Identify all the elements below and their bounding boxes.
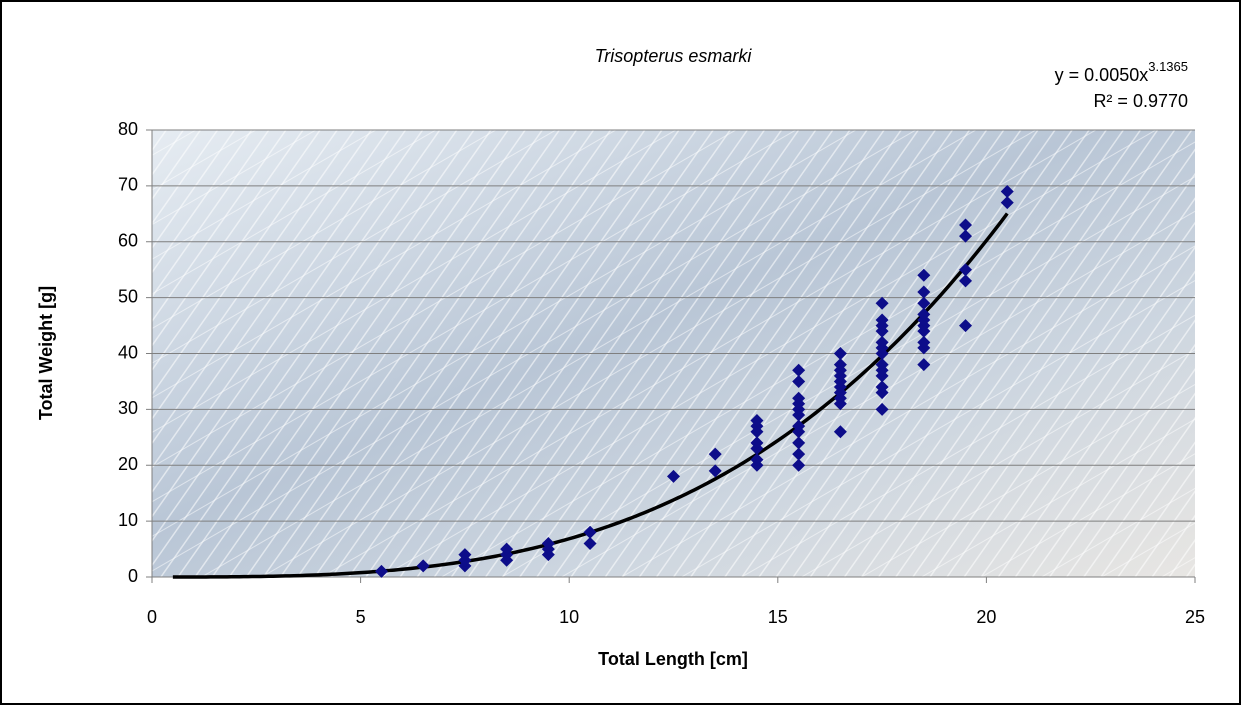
y-tick-label: 40 <box>118 342 138 362</box>
y-tick-label: 10 <box>118 510 138 530</box>
data-point <box>833 347 847 360</box>
data-point <box>875 313 889 327</box>
data-point <box>708 464 722 478</box>
y-tick-label: 80 <box>118 119 138 139</box>
data-point <box>833 425 847 439</box>
data-point <box>374 564 388 578</box>
data-point <box>583 536 597 550</box>
data-point <box>792 447 806 461</box>
data-point <box>792 458 806 472</box>
trendline-equation: y = 0.0050x3.1365 <box>1055 59 1188 84</box>
data-point <box>875 358 889 372</box>
y-tick-label: 0 <box>128 566 138 586</box>
x-tick-label: 25 <box>1185 607 1205 627</box>
data-point <box>917 296 931 310</box>
y-tick-label: 60 <box>118 231 138 251</box>
data-point <box>875 402 889 416</box>
data-point <box>833 358 847 372</box>
data-point <box>458 548 472 562</box>
y-tick-label: 70 <box>118 175 138 195</box>
x-tick-label: 15 <box>768 607 788 627</box>
data-point <box>959 319 973 333</box>
data-point <box>917 307 931 321</box>
x-tick-label: 20 <box>976 607 996 627</box>
data-point <box>792 391 806 405</box>
x-tick-label: 10 <box>559 607 579 627</box>
data-point <box>1000 196 1014 210</box>
y-tick-label: 20 <box>118 454 138 474</box>
data-point <box>917 335 931 349</box>
data-point <box>583 525 597 539</box>
data-point <box>541 536 555 550</box>
data-point <box>917 285 931 299</box>
data-point <box>792 436 806 450</box>
data-point <box>750 414 764 428</box>
data-point <box>959 229 973 243</box>
data-point <box>875 335 889 349</box>
data-point <box>875 296 889 310</box>
data-point <box>917 358 931 372</box>
x-tick-label: 5 <box>356 607 366 627</box>
x-tick-label: 0 <box>147 607 157 627</box>
r-squared: R² = 0.9770 <box>1093 91 1188 111</box>
equation-exponent: 3.1365 <box>1148 59 1188 74</box>
data-point <box>917 268 931 282</box>
data-point <box>959 274 973 288</box>
data-point <box>708 447 722 461</box>
chart-title: Trisopterus esmarki <box>595 46 753 66</box>
data-point <box>1000 184 1014 198</box>
data-point <box>792 374 806 388</box>
data-point <box>750 453 764 467</box>
equation-text: y = 0.0050x <box>1055 65 1149 85</box>
y-axis-title: Total Weight [g] <box>36 286 56 420</box>
y-tick-label: 50 <box>118 286 138 306</box>
data-point <box>667 469 680 483</box>
data-point <box>792 419 806 433</box>
data-point <box>959 218 973 232</box>
data-point <box>500 542 514 556</box>
x-axis-title: Total Length [cm] <box>598 649 748 669</box>
data-point <box>416 559 430 573</box>
data-point <box>792 363 806 377</box>
data-point <box>750 436 764 450</box>
y-tick-label: 30 <box>118 398 138 418</box>
data-point <box>875 380 889 394</box>
data-point <box>959 263 973 277</box>
